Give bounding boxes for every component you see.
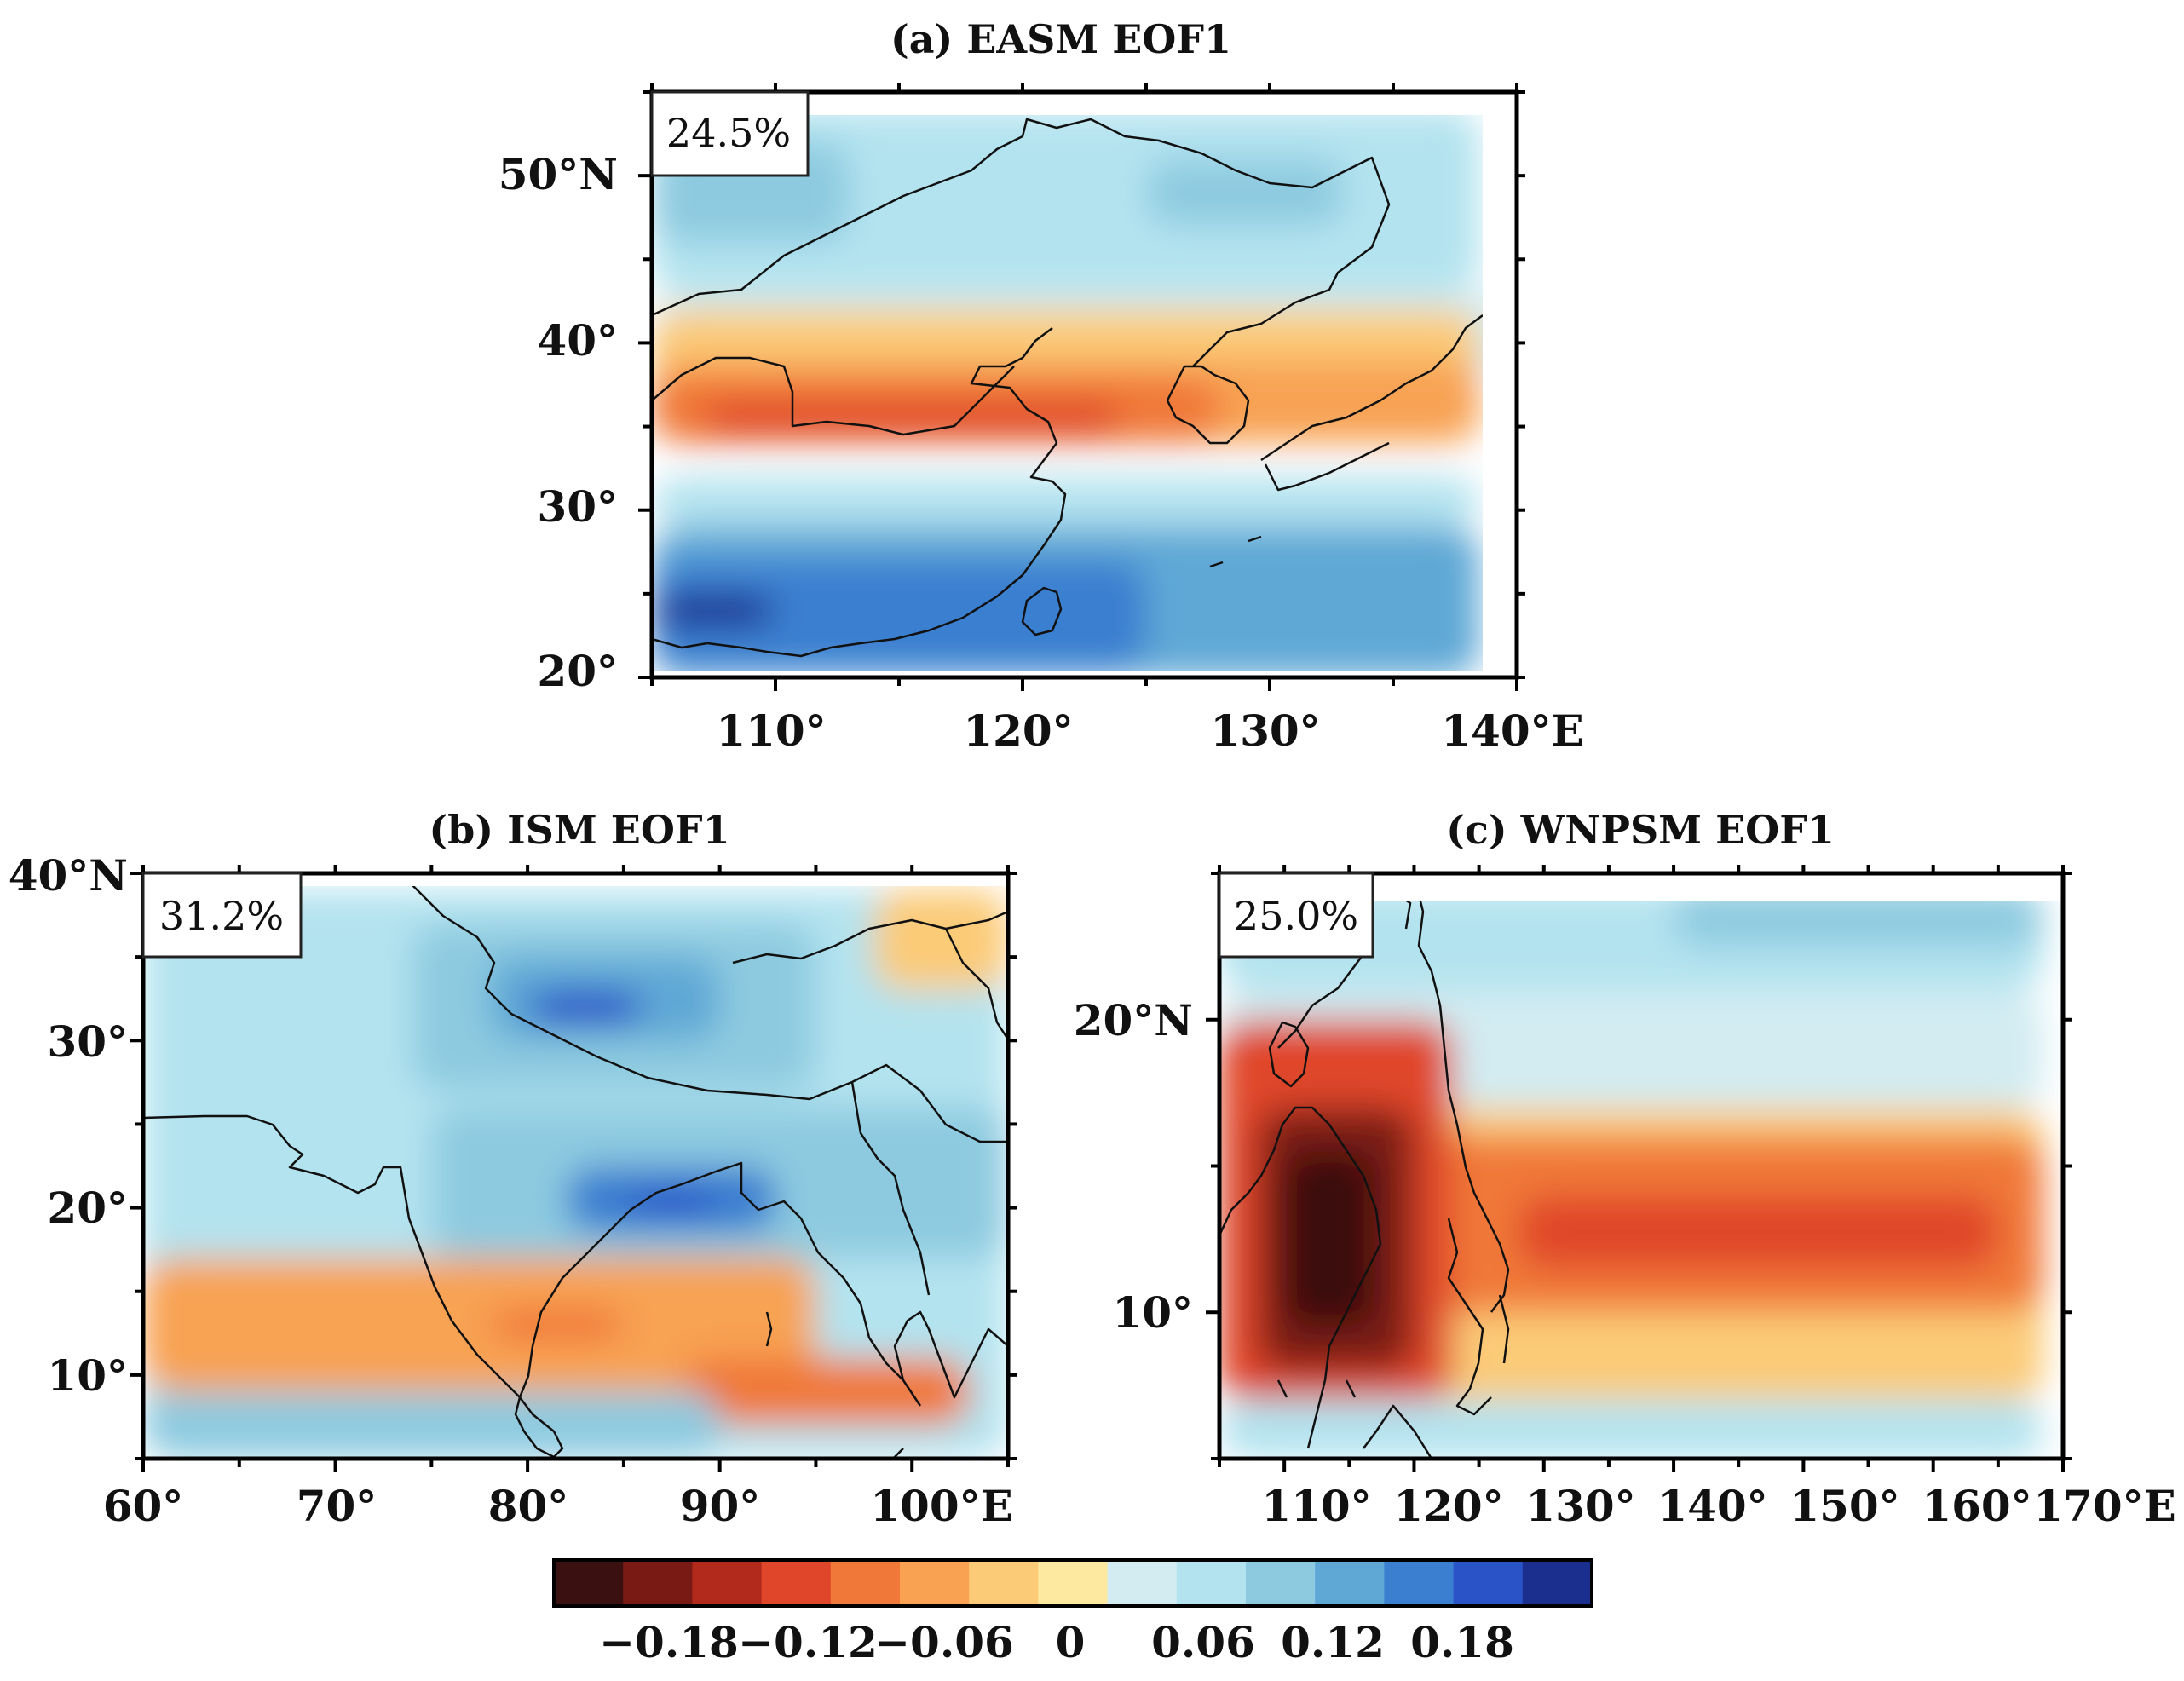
panel-c-xtick: 120°: [1393, 1481, 1503, 1531]
panel-c-variance-label: 25.0%: [1234, 893, 1358, 939]
panel-b-xtick: 60°: [103, 1481, 184, 1531]
panel-b-eof-field: [143, 889, 1008, 1459]
panel-a-field-area: [652, 115, 1483, 671]
colorbar-cell: [1522, 1560, 1593, 1606]
panel-a-xtick: 140°E: [1441, 705, 1583, 756]
panel-c-xtick: 160°: [1922, 1481, 2031, 1531]
panel-b-ytick: 40°N: [9, 850, 128, 901]
colorbar-cell: [1453, 1560, 1524, 1606]
eof-contour-band: [681, 1358, 970, 1425]
panel-a-eof-field: [652, 115, 1483, 671]
panel-b-ytick: 20°: [47, 1183, 128, 1233]
colorbar-cell: [1038, 1560, 1109, 1606]
colorbar-cell: [830, 1560, 901, 1606]
panel-b-variance-box: 31.2%: [141, 872, 303, 959]
colorbar-cell: [1107, 1560, 1178, 1606]
panel-a-ytick: 40°: [537, 315, 618, 366]
panel-a-title: (a) EASM EOF1: [890, 16, 1231, 62]
panel-c-ticks: [1206, 865, 2072, 1472]
panel-c-wnpsm: (c) WNPSM EOF1 25.0% 20°N 10° 110° 120°: [1074, 807, 2176, 1531]
panel-a-variance-label: 24.5%: [666, 110, 791, 156]
eof-contour-band: [652, 593, 775, 628]
panel-a-xtick: 130°: [1210, 705, 1320, 756]
panel-b-coastlines: [143, 886, 1008, 1459]
panel-a-easm: (a) EASM EOF1 24.5% 50°N 40° 30° 20°: [498, 16, 1584, 756]
panel-c-coastlines: [1219, 901, 1510, 1459]
panel-a-ytick: 20°: [537, 646, 618, 696]
panel-c-xtick: 110°: [1261, 1481, 1371, 1531]
colorbar-label: 0.18: [1410, 1617, 1514, 1667]
panel-b-ticks: [130, 865, 1017, 1472]
eof-contour-band: [1518, 1195, 1998, 1269]
panel-b-ytick: 30°: [47, 1016, 128, 1067]
colorbar-cell: [554, 1560, 624, 1606]
colorbar-cell: [900, 1560, 970, 1606]
colorbar-label: 0.06: [1151, 1617, 1255, 1667]
colorbar-cell: [1246, 1560, 1316, 1606]
panel-c-xtick: 150°: [1789, 1481, 1899, 1531]
colorbar-label: 0: [1056, 1617, 1086, 1667]
panel-c-xtick: 140°: [1657, 1481, 1767, 1531]
eof-contour-band: [143, 1391, 720, 1459]
colorbar-cells: [554, 1560, 1593, 1606]
panel-c-field-area: [1219, 901, 2063, 1459]
panel-a-xtick: 120°: [963, 705, 1073, 756]
panel-b-xtick: 80°: [488, 1481, 569, 1531]
panel-b-field-area: [143, 886, 1008, 1459]
panel-b-xtick: 90°: [680, 1481, 761, 1531]
panel-a-xtick: 110°: [716, 705, 826, 756]
eof-contour-band: [873, 889, 1008, 991]
colorbar-cell: [623, 1560, 693, 1606]
panel-b-xtick: 100°E: [870, 1481, 1012, 1531]
panel-b-frame: [141, 871, 1011, 1461]
eof-contour-band: [652, 560, 1146, 670]
eof-contour-band: [1284, 1151, 1375, 1327]
colorbar-frame: [552, 1558, 1593, 1608]
colorbar-cell: [1384, 1560, 1455, 1606]
colorbar-label: 0.12: [1281, 1617, 1385, 1667]
eof-contour-band: [143, 1258, 816, 1392]
panel-c-variance-box: 25.0%: [1218, 872, 1374, 959]
colorbar-label: −0.12: [738, 1617, 878, 1667]
panel-b-variance-label: 31.2%: [159, 893, 284, 939]
panel-a-frame: [649, 89, 1519, 680]
panel-b-xtick: 70°: [297, 1481, 377, 1531]
panel-b-ism: (b) ISM EOF1 31.2% 40°N 30° 20° 10° 6: [9, 807, 1017, 1531]
eof-contour-band: [1146, 158, 1344, 227]
panel-b-title: (b) ISM EOF1: [429, 807, 729, 853]
eof-contour-band: [1674, 901, 2044, 947]
colorbar-cell: [1176, 1560, 1247, 1606]
eof-contour-band: [1219, 1400, 2044, 1459]
eof-contour-band: [652, 476, 1480, 527]
panel-c-title: (c) WNPSM EOF1: [1446, 807, 1835, 853]
eof-contour-band: [489, 1308, 624, 1342]
colorbar: −0.18 −0.12 −0.06 0 0.06 0.12 0.18: [552, 1558, 1593, 1667]
panel-c-ytick: 20°N: [1074, 995, 1193, 1045]
eof-contour-band: [701, 401, 1121, 435]
colorbar-cell: [969, 1560, 1039, 1606]
panel-c-eof-field: [1219, 901, 2044, 1459]
panel-b-ytick: 10°: [47, 1350, 128, 1401]
colorbar-cell: [692, 1560, 763, 1606]
colorbar-cell: [761, 1560, 832, 1606]
panel-a-variance-box: 24.5%: [650, 90, 810, 177]
panel-a-ytick: 30°: [537, 481, 618, 532]
colorbar-label: −0.18: [599, 1617, 739, 1667]
colorbar-cell: [1315, 1560, 1385, 1606]
panel-a-coastlines: [652, 118, 1483, 658]
panel-a-ytick: 50°N: [498, 149, 618, 199]
eof-contour-band: [527, 990, 643, 1024]
panel-a-ticks: [638, 83, 1525, 691]
panel-c-ytick: 10°: [1112, 1287, 1193, 1338]
panel-c-xtick: 170°E: [2033, 1481, 2175, 1531]
panel-c-xtick: 130°: [1525, 1481, 1635, 1531]
colorbar-label: −0.06: [874, 1617, 1014, 1667]
